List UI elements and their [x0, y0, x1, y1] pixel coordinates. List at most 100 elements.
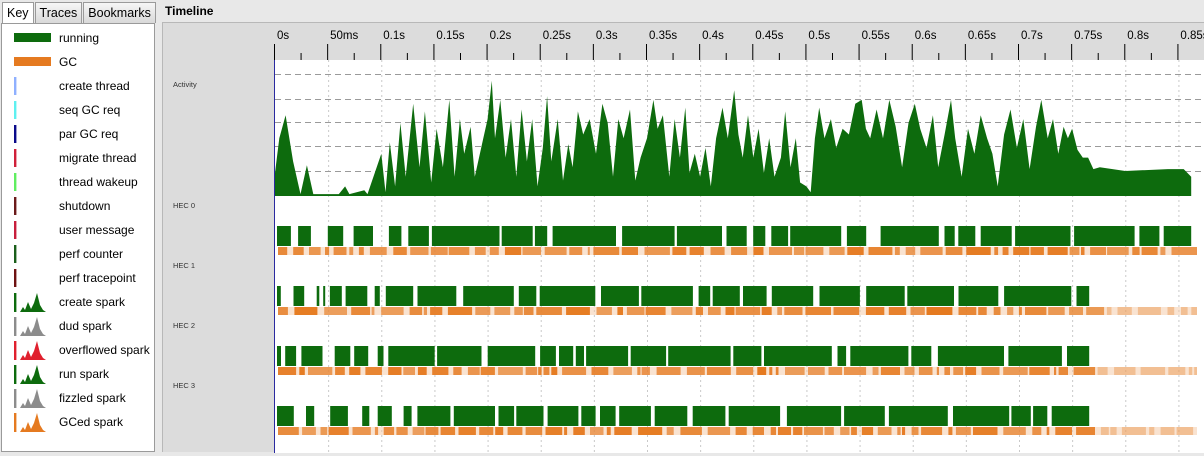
- gc-segment: [1160, 247, 1166, 255]
- running-segment: [866, 286, 905, 306]
- gc-segment: [596, 307, 612, 315]
- time-tick-label: 0.45s: [755, 30, 784, 42]
- gc-segment: [479, 427, 494, 435]
- running-segment: [880, 226, 939, 246]
- gc-segment: [1110, 427, 1117, 435]
- gc-segment: [944, 367, 950, 375]
- hec-0-track[interactable]: [277, 226, 1197, 255]
- tab-bar: Key Traces Bookmarks: [2, 2, 157, 23]
- running-segment: [501, 226, 533, 246]
- gc-segment: [410, 247, 429, 255]
- gc-segment: [918, 367, 933, 375]
- gc-segment: [770, 427, 776, 435]
- key-item-label: create thread: [59, 79, 130, 93]
- hec-1-track[interactable]: [277, 286, 1197, 315]
- hec-2-track[interactable]: [277, 346, 1197, 375]
- time-tick-label: 0.35s: [649, 30, 678, 42]
- gc-segment: [877, 427, 892, 435]
- key-item-shutdown: shutdown: [2, 194, 154, 218]
- key-item-label: GCed spark: [59, 415, 124, 429]
- tab-key[interactable]: Key: [2, 2, 34, 23]
- timeline-title: Timeline: [165, 4, 214, 18]
- gc-segment: [1160, 427, 1175, 435]
- gc-segment: [430, 307, 443, 315]
- gc-segment: [851, 427, 857, 435]
- gc-segment: [904, 367, 915, 375]
- gc-segment: [621, 247, 638, 255]
- running-segment: [630, 346, 667, 366]
- gc-segment: [926, 307, 953, 315]
- timeline-area[interactable]: 0s 50ms 0.1s 0.15s 0.2s 0.25s 0.3s 0.35s 0.4s 0.4…: [162, 22, 1204, 453]
- running-segment: [786, 406, 842, 426]
- running-segment: [958, 226, 976, 246]
- running-segment: [463, 286, 514, 306]
- running-segment: [487, 346, 536, 366]
- running-segment: [753, 226, 766, 246]
- gc-segment: [448, 247, 470, 255]
- gc-segment: [591, 367, 609, 375]
- gc-segment: [1181, 307, 1188, 315]
- running-segment: [728, 406, 781, 426]
- gc-segment: [536, 307, 562, 315]
- gc-segment: [1188, 367, 1193, 375]
- hec-3-track[interactable]: [277, 406, 1197, 435]
- key-item-label: create spark: [59, 295, 126, 309]
- time-tick-label: 0.85s: [1180, 30, 1204, 42]
- gc-segment: [1086, 307, 1105, 315]
- gc-segment: [423, 307, 427, 315]
- key-item-par-gc-req: par GC req: [2, 122, 154, 146]
- gc-segment: [911, 427, 919, 435]
- gc-segment: [805, 307, 831, 315]
- time-tick-label: 0.65s: [967, 30, 996, 42]
- gc-segment: [752, 427, 764, 435]
- gc-segment: [393, 247, 407, 255]
- time-tick-label: 50ms: [330, 30, 359, 42]
- gc-segment: [498, 367, 523, 375]
- timeline-plot[interactable]: [274, 60, 1204, 453]
- timeline-canvas[interactable]: [275, 60, 1204, 453]
- tab-traces[interactable]: Traces: [34, 2, 83, 23]
- gc-segment: [504, 247, 522, 255]
- running-segment: [790, 226, 842, 246]
- gc-segment: [447, 307, 473, 315]
- gc-segment: [1013, 247, 1030, 255]
- running-segment: [698, 286, 711, 306]
- gc-segment: [381, 307, 404, 315]
- running-segment: [277, 286, 281, 306]
- gc-segment: [514, 307, 523, 315]
- gc-segment: [804, 427, 823, 435]
- running-bar-icon: [14, 33, 51, 42]
- time-ruler[interactable]: 0s 50ms 0.1s 0.15s 0.2s 0.25s 0.3s 0.35s 0.4s 0.4…: [274, 23, 1204, 60]
- gc-segment: [1003, 427, 1026, 435]
- running-segment: [619, 406, 651, 426]
- running-segment: [1011, 406, 1031, 426]
- gc-segment: [351, 307, 371, 315]
- create-spark-graph-icon: [14, 293, 50, 312]
- gc-segment: [793, 427, 803, 435]
- running-segment: [907, 286, 954, 306]
- gc-segment: [590, 427, 604, 435]
- gc-segment: [808, 367, 825, 375]
- gc-segment: [666, 427, 674, 435]
- running-segment: [552, 226, 616, 246]
- gc-segment: [725, 307, 735, 315]
- tab-bookmarks[interactable]: Bookmarks: [83, 2, 156, 23]
- gc-segment: [1025, 307, 1047, 315]
- gc-segment: [1047, 247, 1068, 255]
- gc-segment: [1194, 367, 1197, 375]
- running-segment: [417, 286, 457, 306]
- key-item-create-thread: create thread: [2, 74, 154, 98]
- create-thread-line-icon: [14, 77, 17, 95]
- gc-segment: [902, 427, 906, 435]
- gc-segment: [294, 307, 318, 315]
- gc-segment: [910, 307, 925, 315]
- running-segment: [316, 286, 320, 306]
- running-segment: [819, 286, 860, 306]
- gc-segment: [905, 247, 916, 255]
- gc-segment: [1002, 247, 1009, 255]
- gced-spark-graph-icon: [14, 413, 50, 432]
- key-item-label: par GC req: [59, 127, 119, 141]
- gc-segment: [784, 307, 803, 315]
- gc-segment: [672, 247, 687, 255]
- running-segment: [692, 406, 726, 426]
